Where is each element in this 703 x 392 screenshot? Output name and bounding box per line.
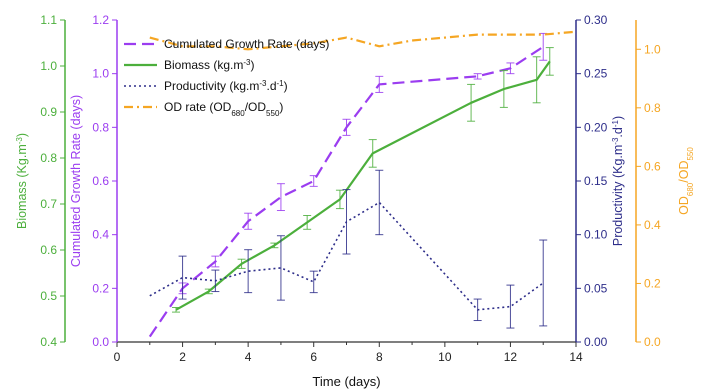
label-sup: -3 bbox=[259, 79, 267, 88]
productivity-tick-label: 0.25 bbox=[584, 67, 608, 81]
od-tick-label: 1.0 bbox=[644, 42, 661, 56]
biomass-tick-label: 0.4 bbox=[40, 335, 57, 349]
label-part: Cumulated Growth Rate (days) bbox=[69, 95, 83, 267]
label-part: ) bbox=[15, 133, 29, 137]
label-sub: 550 bbox=[686, 147, 695, 161]
productivity-tick-label: 0.15 bbox=[584, 174, 608, 188]
label-part: /OD bbox=[245, 100, 267, 114]
growth-tick-label: 1.2 bbox=[92, 13, 109, 27]
series-layer bbox=[148, 30, 577, 338]
legend-label: Cumulated Growth Rate (days) bbox=[164, 37, 329, 51]
label-part: .d bbox=[611, 127, 625, 137]
productivity-tick-label: 0.20 bbox=[584, 120, 608, 134]
od-tick-label: 0.6 bbox=[644, 159, 661, 173]
productivity-tick-label: 0.10 bbox=[584, 228, 608, 242]
x-tick-label: 8 bbox=[376, 350, 383, 364]
x-tick-label: 14 bbox=[569, 350, 583, 364]
series-od bbox=[149, 30, 577, 51]
biomass-tick-label: 0.7 bbox=[40, 197, 57, 211]
legend-label: Biomass (kg.m-3) bbox=[164, 58, 254, 73]
biomass-axis-title: Biomass (Kg.m-3) bbox=[15, 133, 30, 229]
label-sub: 680 bbox=[686, 182, 695, 196]
x-tick-label: 6 bbox=[310, 350, 317, 364]
productivity-tick-label: 0.00 bbox=[584, 335, 608, 349]
productivity-tick-label: 0.30 bbox=[584, 13, 608, 27]
productivity-tick-label: 0.05 bbox=[584, 281, 608, 295]
productivity-axis-title: Productivity (Kg.m-3.d-1) bbox=[611, 116, 626, 246]
label-sup: -1 bbox=[611, 119, 620, 127]
growth-tick-label: 0.4 bbox=[92, 228, 109, 242]
od-tick-label: 0.2 bbox=[644, 276, 661, 290]
x-tick-label: 12 bbox=[504, 350, 518, 364]
legend-label: Productivity (kg.m-3.d-1) bbox=[164, 79, 288, 94]
label-sup: -3 bbox=[15, 137, 24, 145]
biomass-tick-label: 0.8 bbox=[40, 151, 57, 165]
x-tick-label: 10 bbox=[438, 350, 452, 364]
label-part: ) bbox=[250, 58, 254, 72]
label-part: Biomass (Kg.m bbox=[15, 144, 29, 229]
label-part: OD rate (OD bbox=[164, 100, 232, 114]
biomass-tick-label: 0.5 bbox=[40, 289, 57, 303]
series-line-biomass bbox=[175, 60, 551, 311]
biomass-tick-label: 0.9 bbox=[40, 105, 57, 119]
axes-layer: 0 2 4 6 8 10 12 14 Time (days) 0.4 0.5 0.6 0.7 0.8 0.9… bbox=[15, 13, 695, 389]
label-part: Biomass (kg.m bbox=[164, 58, 243, 72]
growth-tick-label: 0.2 bbox=[92, 281, 109, 295]
label-part: Productivity (kg.m bbox=[164, 79, 259, 93]
label-part: Cumulated Growth Rate (days) bbox=[164, 37, 329, 51]
x-axis-title: Time (days) bbox=[312, 374, 380, 389]
label-part: ) bbox=[611, 116, 625, 120]
od-tick-label: 0.4 bbox=[644, 218, 661, 232]
biomass-tick-label: 0.6 bbox=[40, 243, 57, 257]
label-part: /OD bbox=[677, 161, 691, 183]
od-tick-label: 0.0 bbox=[644, 335, 661, 349]
series-line-od bbox=[149, 30, 577, 51]
label-sub: 680 bbox=[231, 109, 245, 118]
label-part: .d bbox=[266, 79, 276, 93]
od-axis-title: OD680/OD550 bbox=[677, 147, 695, 215]
label-part: ) bbox=[279, 100, 283, 114]
label-sup: -3 bbox=[611, 137, 620, 145]
biomass-tick-label: 1.0 bbox=[40, 59, 57, 73]
label-part: Productivity (Kg.m bbox=[611, 145, 625, 246]
x-tick-label: 4 bbox=[245, 350, 252, 364]
x-tick-label: 0 bbox=[114, 350, 121, 364]
label-sup: -3 bbox=[243, 58, 251, 67]
label-part: ) bbox=[284, 79, 288, 93]
growth-tick-label: 1.0 bbox=[92, 67, 109, 81]
legend-label: OD rate (OD680/OD550) bbox=[164, 100, 283, 118]
biomass-tick-label: 1.1 bbox=[40, 13, 57, 27]
growth-tick-label: 0.8 bbox=[92, 120, 109, 134]
series-line-productivity bbox=[149, 201, 544, 311]
label-sub: 550 bbox=[266, 109, 280, 118]
x-tick-label: 2 bbox=[179, 350, 186, 364]
growth-tick-label: 0.6 bbox=[92, 174, 109, 188]
label-sup: -1 bbox=[277, 79, 285, 88]
series-line-growth bbox=[148, 45, 544, 338]
od-tick-label: 0.8 bbox=[644, 101, 661, 115]
series-productivity bbox=[149, 169, 548, 329]
series-biomass bbox=[172, 47, 554, 313]
label-part: OD bbox=[677, 196, 691, 215]
growth-tick-label: 0.0 bbox=[92, 335, 109, 349]
legend: Cumulated Growth Rate (days) Biomass (kg.… bbox=[124, 37, 329, 118]
growth-axis-title: Cumulated Growth Rate (days) bbox=[69, 95, 83, 267]
